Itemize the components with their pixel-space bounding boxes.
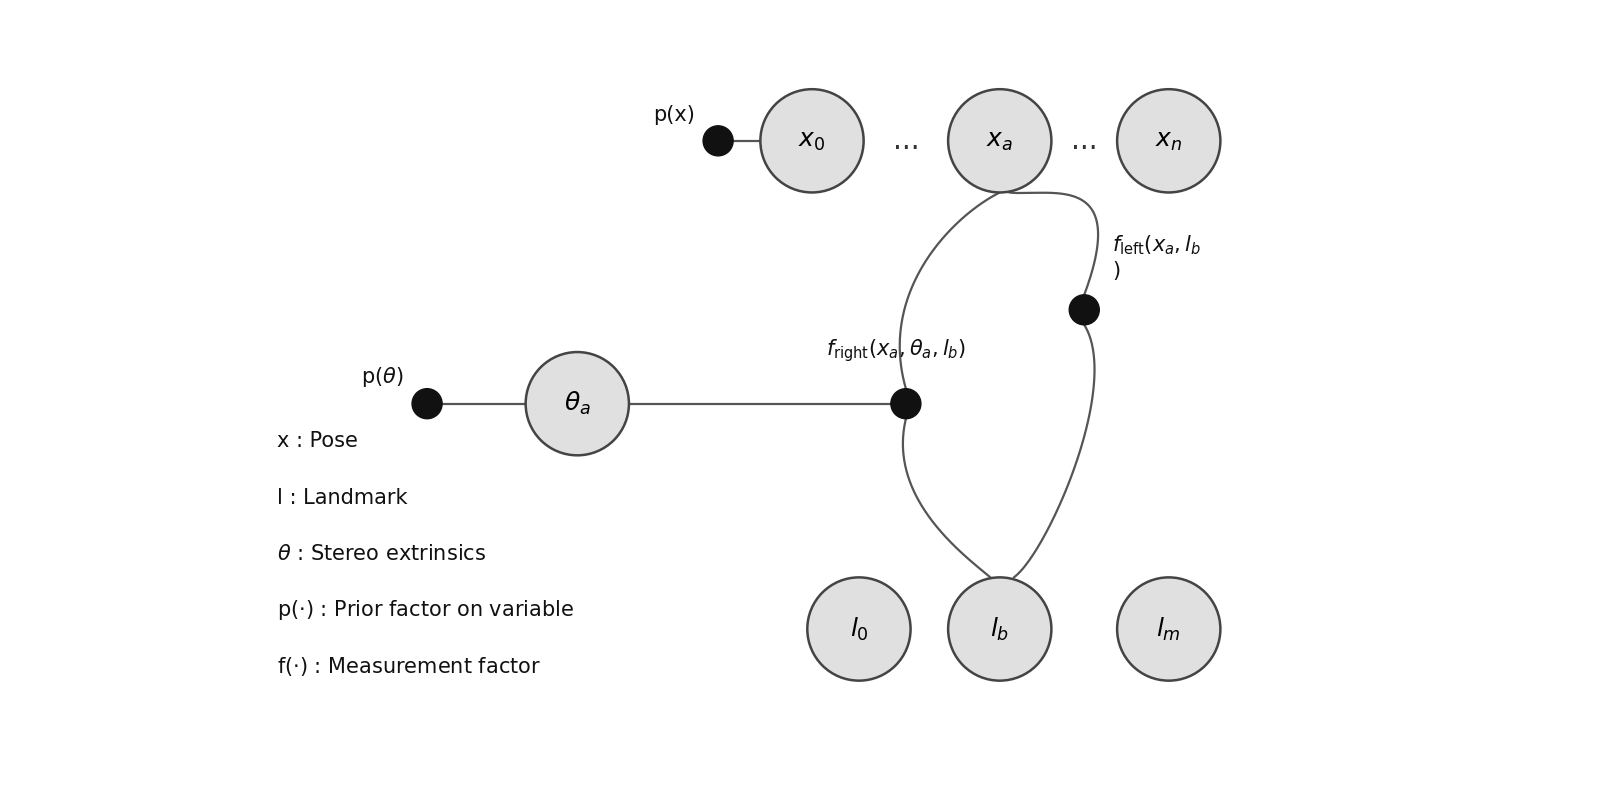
Circle shape (412, 389, 441, 419)
Text: $l_m$: $l_m$ (1156, 615, 1180, 642)
Circle shape (891, 389, 920, 419)
Text: $\theta_a$: $\theta_a$ (563, 390, 591, 417)
Text: $f_{\rm left}(x_a,l_b$
$)$: $f_{\rm left}(x_a,l_b$ $)$ (1112, 233, 1201, 282)
Text: $x_n$: $x_n$ (1154, 128, 1182, 153)
Text: $f_{\rm right}(x_a,\theta_a,l_b)$: $f_{\rm right}(x_a,\theta_a,l_b)$ (826, 338, 966, 364)
Circle shape (760, 89, 863, 192)
Text: $x_0$: $x_0$ (799, 128, 824, 153)
Text: p($\cdot$) : Prior factor on variable: p($\cdot$) : Prior factor on variable (276, 598, 573, 622)
Text: ...: ... (893, 127, 919, 155)
Text: x : Pose: x : Pose (276, 431, 357, 451)
Text: $l_0$: $l_0$ (849, 615, 868, 642)
Text: p(x): p(x) (652, 105, 695, 124)
Circle shape (807, 578, 911, 681)
Text: ...: ... (1070, 127, 1097, 155)
Circle shape (526, 352, 628, 456)
Text: $x_a$: $x_a$ (985, 128, 1013, 153)
Text: f($\cdot$) : Measurement factor: f($\cdot$) : Measurement factor (276, 655, 540, 678)
Text: $l_b$: $l_b$ (990, 615, 1010, 642)
Circle shape (1117, 89, 1219, 192)
Circle shape (1117, 578, 1219, 681)
Circle shape (948, 89, 1050, 192)
Circle shape (948, 578, 1050, 681)
Text: p($\theta$): p($\theta$) (360, 365, 404, 389)
Circle shape (1068, 294, 1099, 325)
Text: $\theta$ : Stereo extrinsics: $\theta$ : Stereo extrinsics (276, 544, 485, 564)
Text: l : Landmark: l : Landmark (276, 488, 407, 508)
Circle shape (703, 126, 732, 156)
